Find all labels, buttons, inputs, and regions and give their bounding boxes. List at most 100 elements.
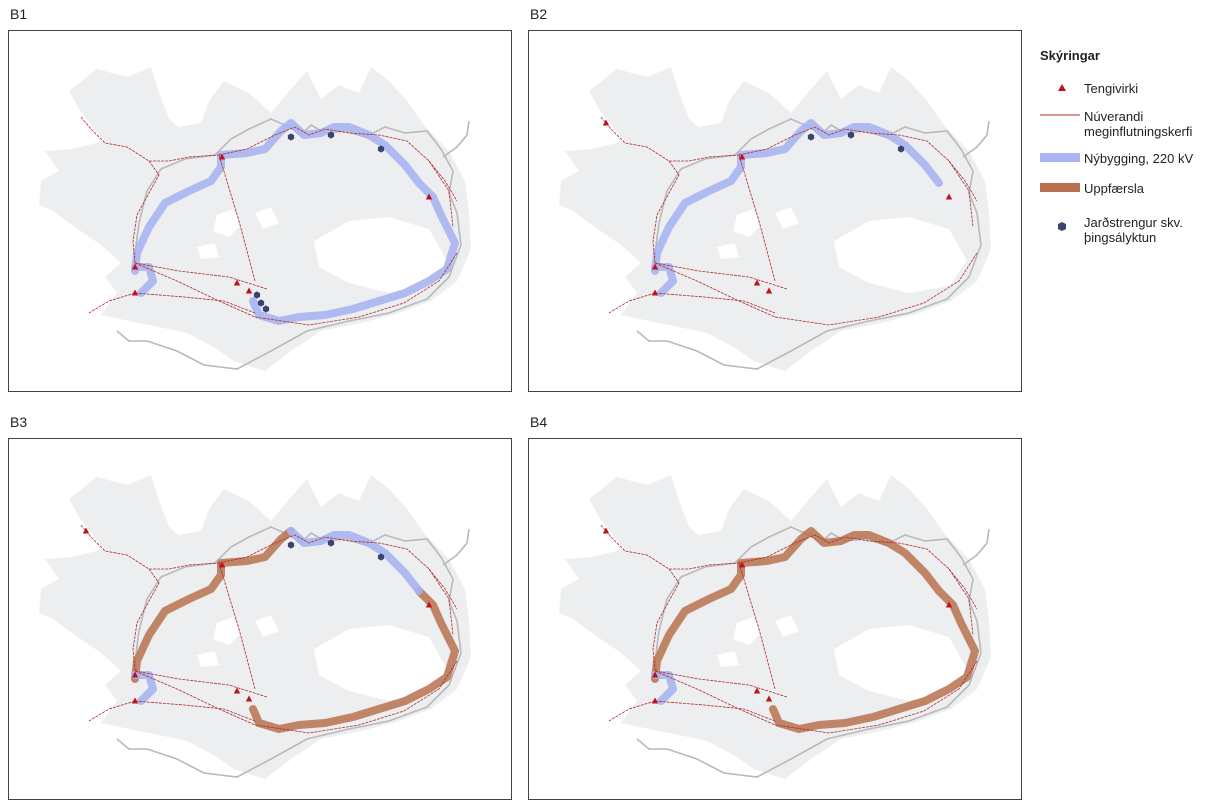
- existing-grid-line: [134, 262, 256, 318]
- hexagon-icon: [1058, 222, 1066, 231]
- new-220kv-line: [651, 263, 677, 297]
- existing-grid-line: [218, 126, 454, 228]
- underground-cable-marker: [377, 145, 385, 153]
- substation-marker: [651, 671, 659, 678]
- island-landmass: [39, 475, 471, 779]
- existing-grid-line: [738, 534, 974, 636]
- panel-label-b4: B4: [530, 414, 548, 430]
- map-panel-b3: [8, 438, 512, 800]
- map-b4: [559, 475, 991, 779]
- island-landmass: [559, 475, 991, 779]
- existing-grid-line: [608, 700, 656, 722]
- existing-grid-line: [774, 252, 978, 326]
- substation-marker: [425, 601, 433, 608]
- legend-title: Skýringar: [1040, 48, 1100, 63]
- substation-marker: [753, 687, 761, 694]
- existing-grid-line: [608, 292, 656, 314]
- underground-cable-marker: [377, 553, 385, 561]
- underground-cable-marker: [287, 133, 295, 141]
- existing-grid-line: [738, 562, 776, 690]
- legend: Skýringar Tengivirki Núverandi meginflut…: [1040, 48, 1206, 253]
- substation-marker: [131, 289, 139, 296]
- existing-grid-line: [88, 292, 136, 314]
- legend-label-upgrade: Uppfærsla: [1084, 181, 1144, 196]
- existing-grid-line: [80, 116, 220, 162]
- lake: [733, 209, 761, 237]
- existing-grid-line: [738, 154, 776, 282]
- existing-grid-line: [88, 700, 136, 722]
- substation-marker: [233, 279, 241, 286]
- road-line: [962, 528, 990, 566]
- substation-marker: [738, 153, 746, 160]
- existing-grid-line: [134, 262, 268, 290]
- triangle-icon: [1058, 84, 1066, 91]
- existing-grid-line: [132, 160, 160, 264]
- substation-marker: [945, 193, 953, 200]
- underground-cable-marker: [327, 539, 335, 547]
- legend-label-cable-line2: þingsályktun: [1084, 230, 1157, 245]
- existing-grid-line: [134, 292, 256, 314]
- substation-marker: [765, 695, 773, 702]
- map-panel-b2: [528, 30, 1022, 392]
- existing-grid-line: [948, 160, 978, 202]
- existing-grid-line: [774, 660, 978, 734]
- underground-cable-marker: [897, 145, 905, 153]
- road-line: [134, 118, 462, 370]
- legend-item-cable: Jarðstrengur skv. þingsályktun: [1040, 213, 1206, 253]
- underground-cable-marker: [257, 299, 265, 307]
- road-line: [654, 118, 982, 370]
- legend-label-cable-line1: Jarðstrengur skv.: [1084, 215, 1183, 230]
- new-220kv-line: [131, 671, 157, 705]
- existing-grid-line: [600, 524, 740, 570]
- lake: [255, 615, 279, 637]
- upgrade-line: [249, 587, 459, 733]
- new-220kv-line: [131, 119, 459, 325]
- lake: [197, 651, 219, 667]
- existing-grid-line: [134, 670, 268, 698]
- road-line: [116, 738, 147, 750]
- new-220kv-line: [131, 263, 157, 297]
- existing-grid-line: [652, 160, 680, 264]
- existing-grid-line: [134, 700, 256, 722]
- existing-grid-line: [132, 568, 160, 672]
- lake: [213, 617, 241, 645]
- underground-cable-marker: [253, 291, 261, 299]
- upgrade-line: [131, 527, 295, 683]
- existing-grid-line: [134, 670, 256, 726]
- substation-marker: [602, 527, 610, 534]
- existing-grid-line: [654, 670, 776, 726]
- existing-grid-line: [654, 262, 788, 290]
- island-landmass: [559, 67, 991, 371]
- lake: [733, 617, 761, 645]
- lake: [717, 651, 739, 667]
- road-line: [134, 526, 462, 778]
- map-panel-b4: [528, 438, 1022, 800]
- map-b1: [39, 67, 471, 371]
- legend-label-existing-line2: meginflutningskerfi: [1084, 124, 1193, 139]
- existing-grid-line: [254, 660, 458, 734]
- road-line: [636, 330, 667, 342]
- blue-band-icon: [1040, 153, 1080, 162]
- substation-marker: [425, 193, 433, 200]
- underground-cable-marker: [847, 131, 855, 139]
- existing-grid-line: [600, 116, 740, 162]
- substation-marker: [651, 263, 659, 270]
- substation-marker: [753, 279, 761, 286]
- legend-label-existing-line1: Núverandi: [1084, 109, 1144, 124]
- substation-marker: [131, 263, 139, 270]
- glacier-area: [834, 217, 967, 293]
- legend-label-new220: Nýbygging, 220 kV: [1084, 151, 1194, 166]
- map-panel-b1: [8, 30, 512, 392]
- underground-cable-marker: [327, 131, 335, 139]
- panel-label-b1: B1: [10, 6, 28, 22]
- legend-item-existing: Núverandi meginflutningskerfi: [1040, 107, 1206, 149]
- glacier-area: [314, 625, 447, 701]
- road-line: [636, 738, 667, 750]
- road-line: [116, 330, 147, 342]
- new-220kv-line: [651, 671, 677, 705]
- substation-marker: [131, 697, 139, 704]
- panel-label-b3: B3: [10, 414, 28, 430]
- substation-marker: [245, 695, 253, 702]
- substation-marker: [245, 287, 253, 294]
- underground-cable-marker: [262, 305, 270, 313]
